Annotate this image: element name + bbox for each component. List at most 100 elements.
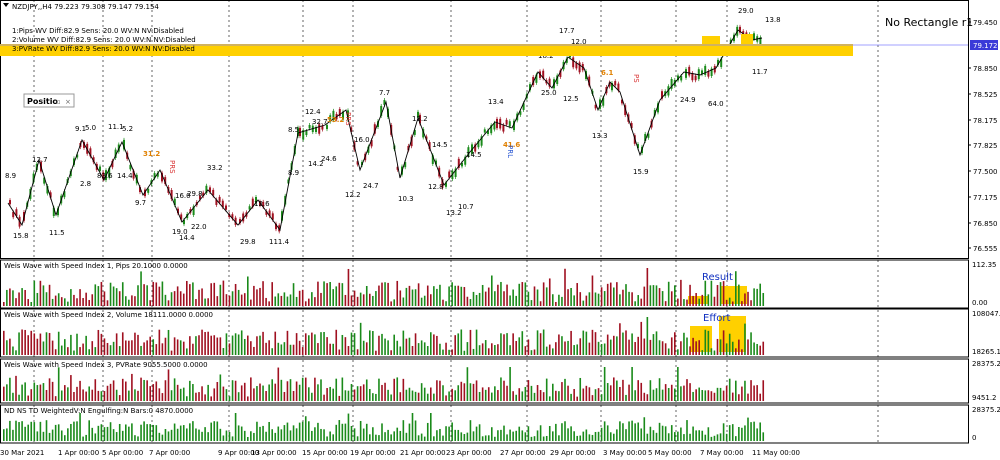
volume-bar xyxy=(213,283,215,306)
volume-bar xyxy=(323,281,325,306)
volume-bar xyxy=(726,343,728,355)
volume-bar xyxy=(461,432,463,441)
volume-bar xyxy=(113,380,115,401)
volume-bar xyxy=(625,284,627,306)
volume-bar xyxy=(284,342,286,355)
volume-bar xyxy=(217,338,219,355)
volume-bar xyxy=(595,332,597,355)
candle-body xyxy=(309,125,311,128)
volume-bar xyxy=(229,343,231,355)
volume-bar xyxy=(107,343,109,355)
volume-bar xyxy=(229,296,231,306)
highlight-box xyxy=(702,36,720,50)
volume-bar xyxy=(708,390,710,401)
candle-body xyxy=(147,189,149,193)
volume-bar xyxy=(30,422,32,441)
volume-bar xyxy=(311,431,313,441)
volume-bar xyxy=(271,379,273,401)
volume-bar xyxy=(6,340,8,355)
volume-bar xyxy=(698,430,700,441)
date-axis-label: 15 Apr 00:00 xyxy=(302,449,348,457)
volume-bar xyxy=(146,285,148,306)
volume-bar xyxy=(610,432,612,441)
volume-bar xyxy=(61,390,63,401)
volume-bar xyxy=(335,425,337,441)
volume-bar xyxy=(482,343,484,355)
volume-bar xyxy=(528,380,530,401)
volume-bar xyxy=(366,424,368,441)
volume-bar xyxy=(250,341,252,355)
volume-bar xyxy=(223,281,225,306)
volume-bar xyxy=(274,297,276,306)
volume-bar xyxy=(436,430,438,441)
price-axis-label: 77.825 xyxy=(973,142,998,150)
volume-bar xyxy=(631,367,633,401)
volume-bar xyxy=(186,396,188,401)
volume-bar xyxy=(400,431,402,441)
volume-bar xyxy=(244,383,246,401)
volume-bar xyxy=(107,386,109,401)
volume-bar xyxy=(503,334,505,355)
volume-bar xyxy=(290,345,292,355)
volume-bar xyxy=(412,391,414,401)
volume-bar xyxy=(52,299,54,306)
volume-bar xyxy=(433,286,435,306)
volume-bar xyxy=(232,291,234,306)
volume-bar xyxy=(119,291,121,306)
volume-bar xyxy=(37,431,39,441)
volume-bar xyxy=(634,301,636,306)
volume-bar xyxy=(674,332,676,355)
volume-bar xyxy=(159,433,161,441)
volume-bar xyxy=(448,350,450,355)
signal-label: PS xyxy=(632,74,640,83)
volume-bar xyxy=(3,387,5,401)
volume-bar xyxy=(396,281,398,306)
volume-bar xyxy=(229,396,231,401)
volume-bar xyxy=(689,434,691,441)
volume-bar xyxy=(531,437,533,441)
volume-bar xyxy=(711,348,713,355)
volume-bar xyxy=(98,330,100,355)
volume-bar xyxy=(753,386,755,401)
volume-bar xyxy=(122,282,124,306)
volume-bar xyxy=(534,350,536,355)
volume-bar xyxy=(473,349,475,355)
volume-bar xyxy=(375,435,377,441)
volume-bar xyxy=(259,427,261,441)
volume-bar xyxy=(88,349,90,355)
volume-bar xyxy=(555,302,557,306)
volume-bar xyxy=(183,342,185,355)
volume-bar xyxy=(61,346,63,355)
volume-bar xyxy=(470,299,472,306)
volume-bar xyxy=(604,421,606,441)
volume-bar xyxy=(424,342,426,355)
volume-bar xyxy=(445,395,447,401)
volume-bar xyxy=(311,333,313,355)
volume-bar xyxy=(662,390,664,401)
volume-bar xyxy=(271,348,273,355)
volume-bar xyxy=(436,289,438,306)
volume-bar xyxy=(274,384,276,401)
volume-bar xyxy=(491,343,493,355)
volume-bar xyxy=(576,436,578,441)
candle-body xyxy=(502,125,504,132)
volume-bar xyxy=(451,389,453,401)
volume-bar xyxy=(448,427,450,441)
volume-bar xyxy=(256,386,258,401)
volume-bar xyxy=(177,339,179,355)
volume-bar xyxy=(323,429,325,441)
volume-bar xyxy=(220,285,222,306)
volume-bar xyxy=(217,422,219,441)
volume-bar xyxy=(192,421,194,441)
volume-bar xyxy=(369,294,371,306)
volume-bar xyxy=(268,422,270,441)
volume-bar xyxy=(323,332,325,355)
volume-bar xyxy=(692,427,694,441)
volume-bar xyxy=(265,391,267,401)
volume-bar xyxy=(470,383,472,401)
no-rectangle-label: No Rectangle r1 xyxy=(885,16,973,29)
volume-bar xyxy=(543,330,545,355)
volume-bar xyxy=(701,295,703,306)
